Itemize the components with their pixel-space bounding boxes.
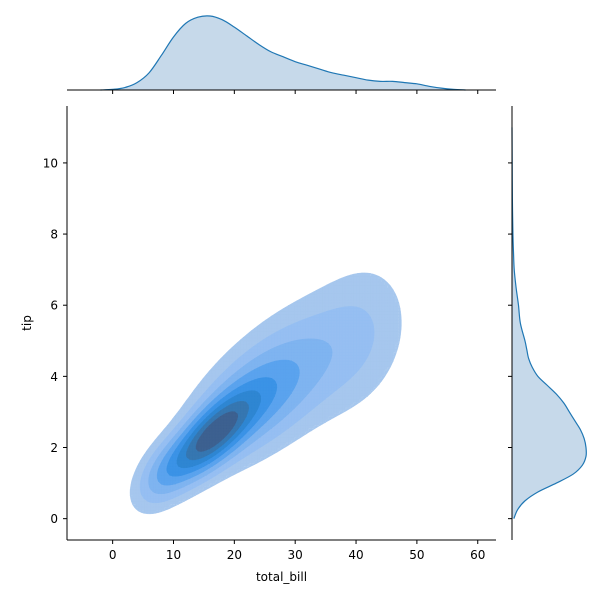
y-tick-label: 10	[43, 156, 58, 170]
x-tick-label: 40	[348, 548, 363, 562]
right-marginal-ticks	[508, 162, 512, 520]
y-tick-label: 0	[50, 512, 58, 526]
x-axis-ticks: 0 10 20 30 40 50 60	[109, 540, 485, 562]
y-tick-label: 8	[50, 228, 58, 242]
y-tick-label: 2	[50, 441, 58, 455]
kde-contour-levels	[129, 272, 402, 515]
top-marginal-density-fill	[100, 15, 466, 90]
top-marginal-kde	[67, 15, 496, 94]
kde-contour-level-8	[195, 411, 239, 452]
top-marginal-ticks	[112, 90, 479, 94]
x-tick-label: 20	[227, 548, 242, 562]
x-tick-label: 60	[470, 548, 485, 562]
y-axis-label: tip	[20, 315, 34, 331]
right-marginal-density-fill	[512, 127, 587, 519]
x-tick-label: 30	[288, 548, 303, 562]
y-tick-label: 6	[50, 299, 58, 313]
joint-kde-plot: 0 10 20 30 40 50 60 0 2 4 6 8 10 total_bill tip	[20, 106, 496, 584]
right-marginal-kde	[508, 106, 587, 540]
x-tick-label: 10	[166, 548, 181, 562]
top-marginal-density-line	[100, 15, 466, 91]
y-axis-ticks: 0 2 4 6 8 10	[43, 156, 67, 526]
x-tick-label: 50	[409, 548, 424, 562]
x-tick-label: 0	[109, 548, 117, 562]
right-marginal-density-line	[511, 127, 587, 519]
x-axis-label: total_bill	[256, 570, 307, 584]
y-tick-label: 4	[50, 370, 58, 384]
